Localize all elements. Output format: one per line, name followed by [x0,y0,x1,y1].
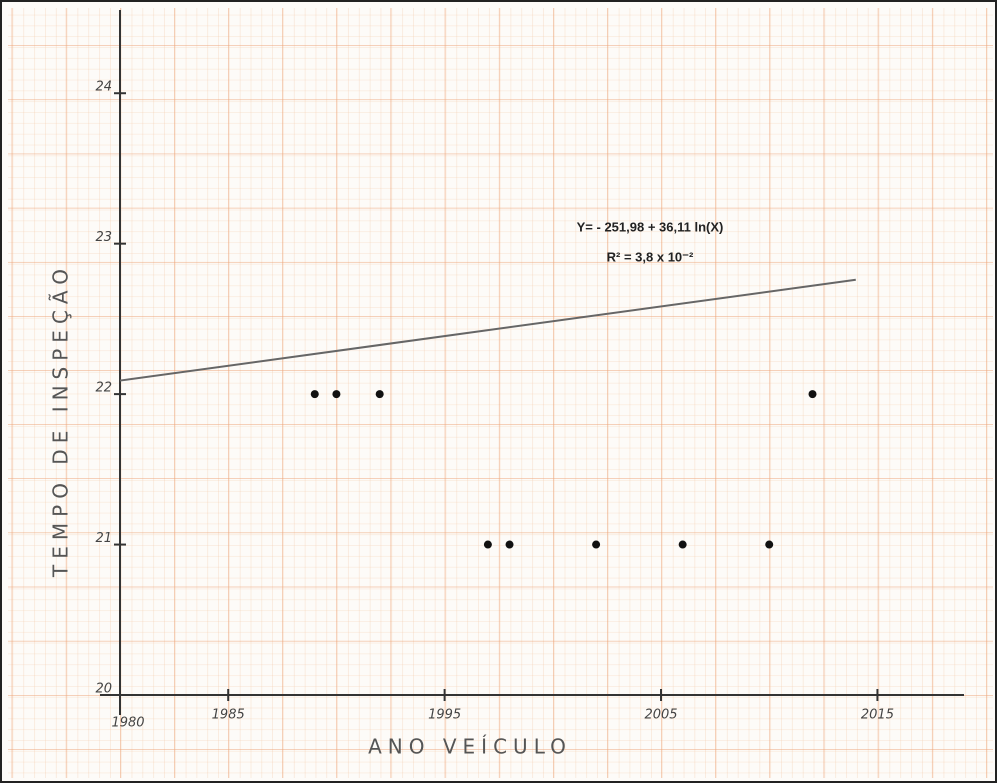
x-axis-label: ANO VEÍCULO [368,735,572,759]
y-tick-label: 22 [95,381,112,396]
graph-paper [8,8,993,778]
data-point [311,390,319,398]
data-point [765,541,773,549]
data-point [332,390,340,398]
y-tick-label: 23 [95,230,112,245]
y-axis-label: TEMPO DE INSPEÇÃO [49,263,73,578]
data-point [809,390,817,398]
chart: ANO VEÍCULO TEMPO DE INSPEÇÃO Y= - 251,9… [0,0,997,783]
x-tick-label: 1980 [111,716,144,731]
data-point [679,541,687,549]
x-tick-label: 2015 [861,708,894,723]
data-point [484,541,492,549]
x-tick-label: 2005 [644,708,677,723]
equation: Y= - 251,98 + 36,11 ln(X) [577,219,724,234]
r-squared: R² = 3,8 x 10⁻² [607,249,694,264]
data-point [506,541,514,549]
y-tick-label: 24 [95,80,112,95]
data-point [592,541,600,549]
x-tick-label: 1995 [428,708,461,723]
x-tick-label: 1985 [212,708,245,723]
y-tick-label: 20 [95,682,112,697]
data-point [376,390,384,398]
y-tick-label: 21 [95,531,112,546]
